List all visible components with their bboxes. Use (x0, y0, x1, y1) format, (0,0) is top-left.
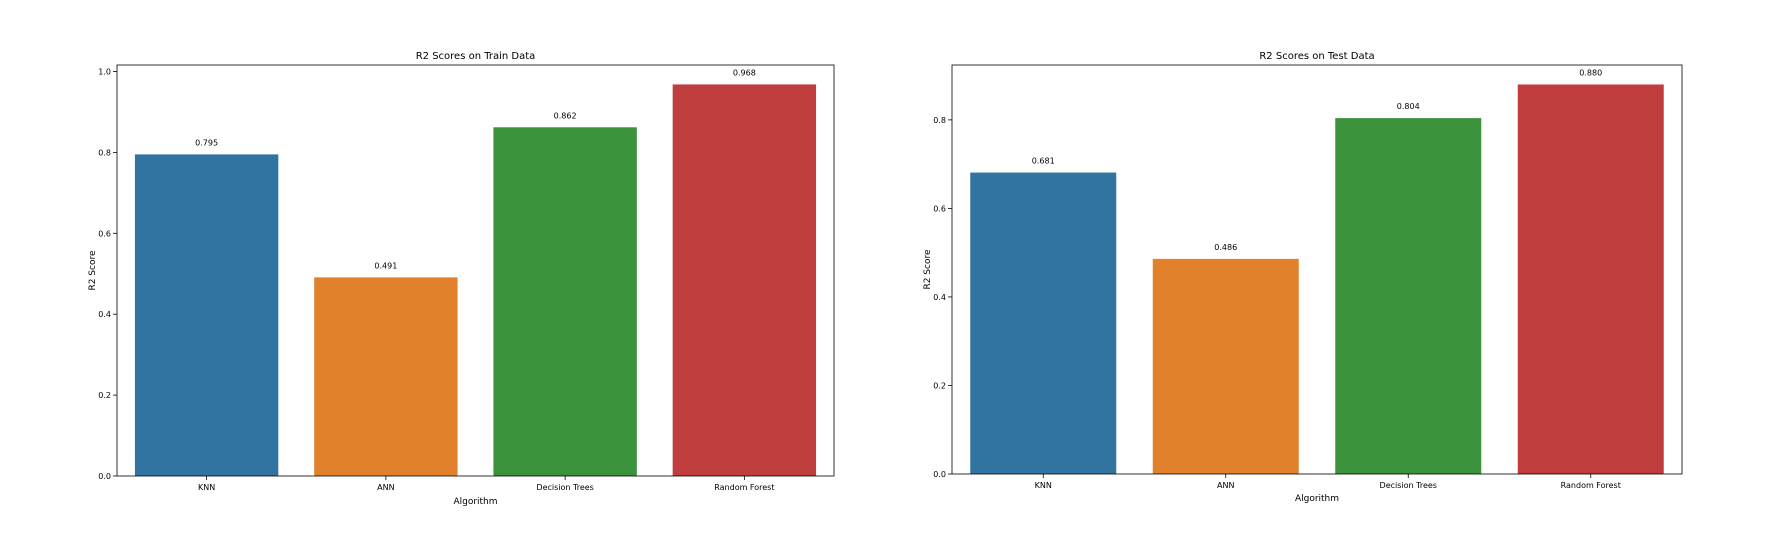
x-tick-label: ANN (1217, 481, 1234, 490)
bar-random-forest (672, 84, 817, 477)
y-tick-label: 0.2 (98, 391, 111, 400)
axes-frame (116, 64, 835, 477)
bar-knn (970, 172, 1117, 474)
data-label: 0.880 (1579, 68, 1602, 77)
x-tick-label: Decision Trees (536, 483, 593, 492)
x-tick-label: ANN (377, 483, 394, 492)
x-axis-label: Algorithm (453, 497, 497, 507)
data-label: 0.795 (195, 138, 218, 147)
bar-ann (1152, 258, 1299, 474)
y-tick-label: 0.6 (98, 229, 111, 238)
x-tick-label: KNN (1035, 481, 1052, 490)
data-label: 0.486 (1214, 243, 1237, 252)
bar-random-forest (1517, 84, 1664, 474)
x-axis-label: Algorithm (1295, 494, 1339, 504)
y-tick-label: 0.4 (933, 293, 946, 302)
y-tick-label: 0.0 (98, 472, 111, 481)
x-tick-label: Random Forest (714, 483, 774, 492)
y-tick-label: 0.2 (933, 381, 946, 390)
y-tick-label: 0.4 (98, 310, 111, 319)
chart-title: R2 Scores on Train Data (416, 51, 536, 62)
axes-frame (951, 64, 1683, 475)
data-label: 0.681 (1032, 157, 1055, 166)
data-label: 0.968 (733, 68, 756, 77)
test-chart: 0.681 KNN 0.486 ANN 0.804 Decision Trees 0.880… (923, 51, 1683, 504)
data-label: 0.804 (1397, 102, 1420, 111)
y-axis-label: R2 Score (88, 250, 98, 291)
x-tick-label: KNN (198, 483, 215, 492)
y-tick-label: 0.8 (98, 148, 111, 157)
x-tick-label: Decision Trees (1380, 481, 1437, 490)
x-tick-label: Random Forest (1561, 481, 1621, 490)
data-label: 0.491 (374, 261, 397, 270)
y-tick-label: 1.0 (98, 67, 111, 76)
bar-decision-trees (493, 127, 637, 477)
y-tick-label: 0.0 (933, 470, 946, 479)
data-label: 0.862 (554, 111, 577, 120)
bar-decision-trees (1335, 118, 1482, 475)
y-tick-label: 0.6 (933, 204, 946, 213)
bar-ann (314, 277, 458, 476)
chart-title: R2 Scores on Test Data (1259, 51, 1374, 62)
bar-knn (134, 154, 279, 476)
y-tick-label: 0.8 (933, 116, 946, 125)
train-chart: 0.795 KNN 0.491 ANN 0.862 Decision Trees 0.968… (88, 51, 835, 507)
y-axis-label: R2 Score (923, 249, 933, 290)
